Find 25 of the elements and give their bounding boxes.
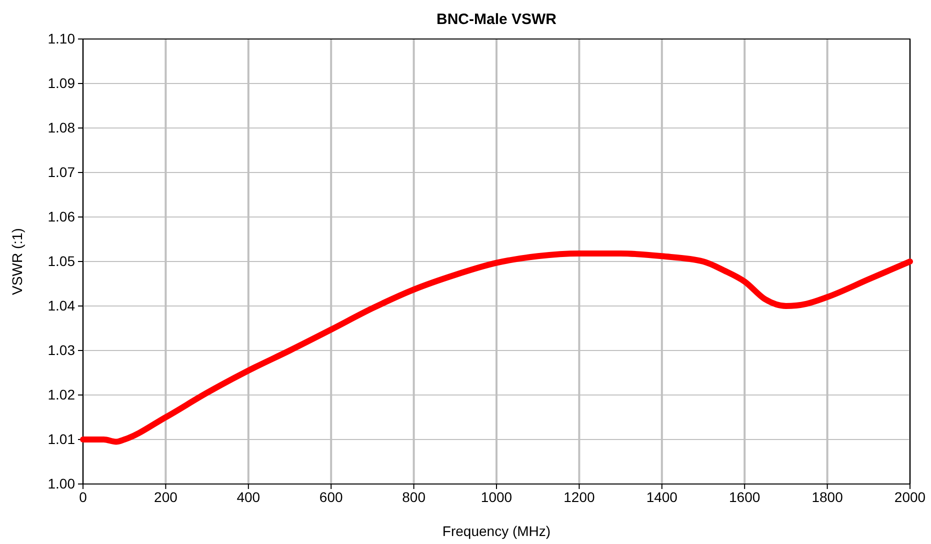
y-tick-label: 1.01 bbox=[48, 430, 76, 447]
x-tick-label: 600 bbox=[319, 488, 343, 505]
x-axis-title: Frequency (MHz) bbox=[442, 523, 551, 539]
x-tick-label: 1600 bbox=[729, 488, 760, 505]
x-tick-label: 1000 bbox=[480, 488, 512, 505]
x-tick-label: 2000 bbox=[894, 488, 926, 505]
y-tick-label: 1.09 bbox=[48, 74, 76, 91]
y-tick-label: 1.03 bbox=[48, 342, 76, 358]
x-tick-label: 1200 bbox=[564, 488, 595, 505]
x-tick-label: 400 bbox=[236, 488, 260, 505]
x-tick-label: 800 bbox=[402, 488, 426, 505]
y-tick-label: 1.00 bbox=[48, 475, 76, 492]
x-tick-label: 200 bbox=[154, 488, 178, 505]
x-tick-label: 1800 bbox=[812, 488, 844, 505]
y-axis-title: VSWR (:1) bbox=[9, 228, 25, 295]
y-tick-label: 1.10 bbox=[48, 30, 76, 46]
y-tick-label: 1.05 bbox=[48, 252, 76, 269]
x-tick-label: 0 bbox=[79, 488, 88, 505]
y-tick-label: 1.08 bbox=[48, 119, 76, 136]
y-tick-label: 1.02 bbox=[48, 386, 76, 402]
y-tick-label: 1.07 bbox=[48, 164, 76, 180]
chart-title: BNC-Male VSWR bbox=[436, 11, 557, 28]
y-tick-label: 1.06 bbox=[48, 208, 76, 224]
y-tick-label: 1.04 bbox=[48, 297, 76, 314]
x-tick-label: 1400 bbox=[646, 488, 678, 505]
